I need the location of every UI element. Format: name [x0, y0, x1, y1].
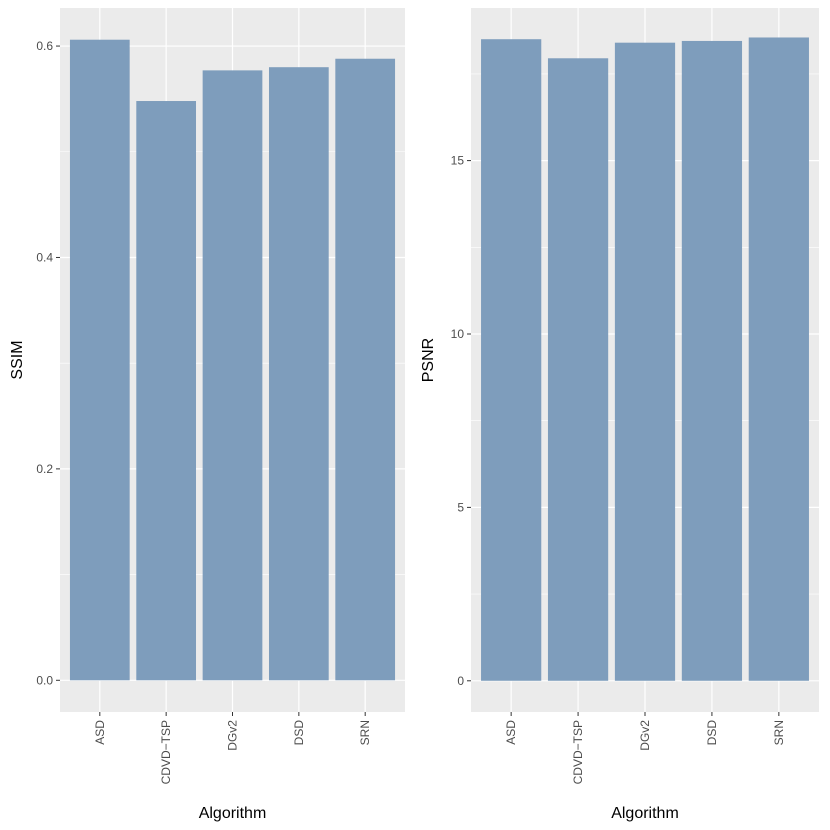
ssim-x-tick-label: CDVD−TSP [159, 720, 173, 784]
psnr-x-tick-label: SRN [772, 720, 786, 745]
psnr-x-tick-label: DSD [705, 720, 719, 746]
ssim-y-tick-label: 0.4 [36, 250, 53, 264]
psnr-x-tick-label: DGv2 [638, 720, 652, 751]
ssim-bar-1 [136, 101, 197, 681]
ssim-x-tick-label: DSD [292, 720, 306, 746]
ssim-bar-3 [268, 67, 329, 681]
ssim-y-tick-label: 0.6 [36, 39, 53, 53]
ssim-bar-4 [335, 58, 396, 681]
psnr-bar-3 [681, 40, 743, 681]
psnr-panel: 0 5 10 15 ASD CDVD−TSP DGv2 DSD SRN Algorithm PSNR [420, 8, 819, 822]
ssim-x-tick-label: SRN [358, 720, 372, 745]
ssim-y-tick-label: 0.2 [36, 462, 53, 476]
psnr-bar-0 [481, 39, 542, 681]
psnr-x-tick-label: ASD [504, 720, 518, 745]
ssim-panel: 0.0 0.2 0.4 0.6 ASD CDVD−TSP DGv2 DSD SRN Algorit… [9, 8, 405, 822]
ssim-x-tick-label: ASD [93, 720, 107, 745]
ssim-bar-2 [202, 70, 263, 681]
psnr-y-tick-label: 0 [457, 674, 464, 688]
psnr-x-tick-label: CDVD−TSP [571, 720, 585, 784]
psnr-y-axis-title: PSNR [420, 338, 437, 382]
psnr-y-tick-label: 10 [451, 327, 465, 341]
ssim-x-axis-title: Algorithm [199, 805, 267, 822]
psnr-y-tick-label: 15 [451, 154, 465, 168]
psnr-bar-2 [614, 42, 676, 681]
psnr-x-axis-title: Algorithm [611, 805, 679, 822]
ssim-x-tick-label: DGv2 [226, 720, 240, 751]
psnr-bar-4 [748, 37, 809, 681]
ssim-y-tick-label: 0.0 [36, 673, 53, 687]
ssim-bar-0 [69, 39, 130, 681]
ssim-y-axis-title: SSIM [9, 340, 26, 379]
psnr-y-tick-label: 5 [457, 500, 464, 514]
psnr-bar-1 [547, 58, 609, 681]
